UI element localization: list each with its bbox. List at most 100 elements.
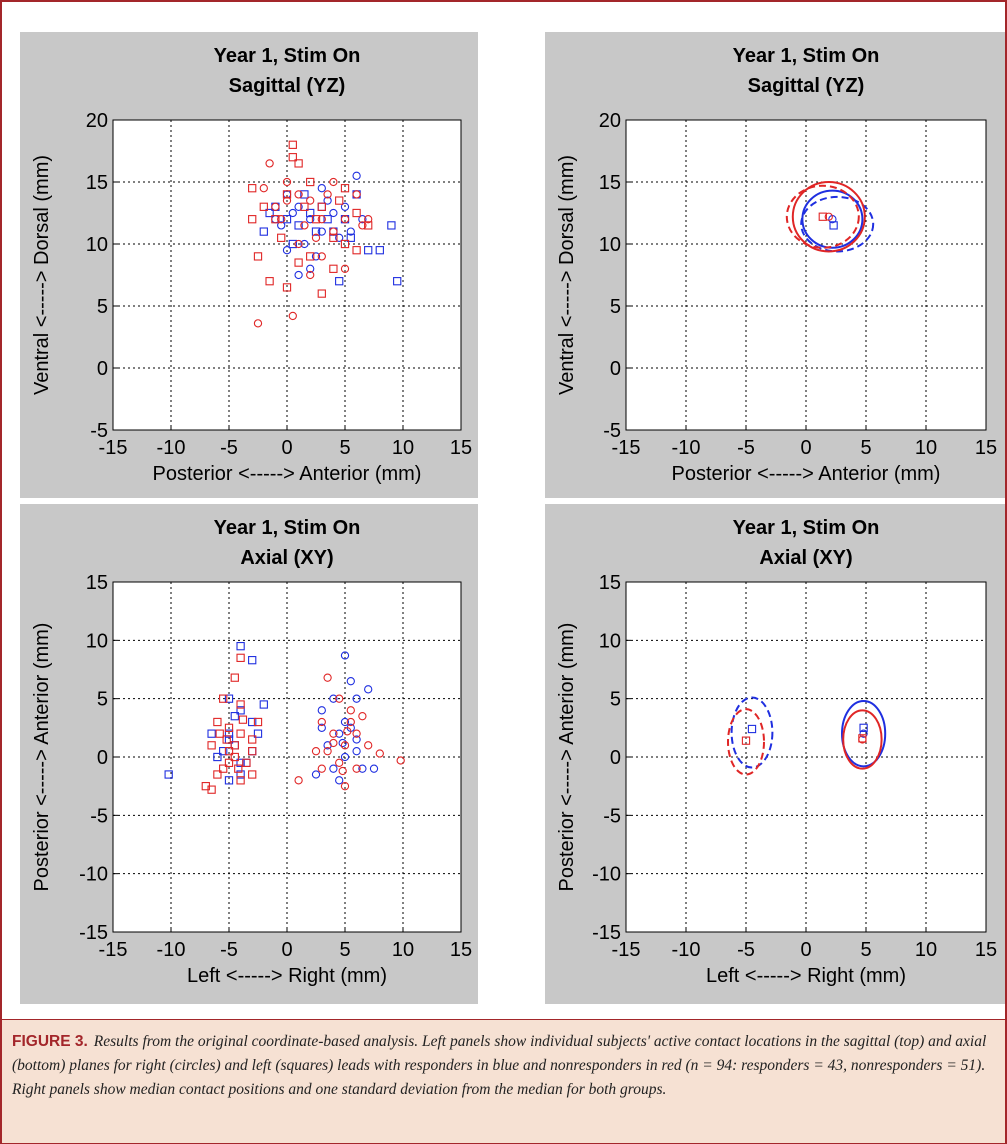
y-axis-label: Posterior <-----> Anterior (mm) — [31, 623, 53, 892]
y-tick-label: -10 — [79, 864, 108, 886]
data-point-responders-right — [352, 171, 361, 180]
data-point-responders-right — [323, 196, 332, 205]
data-point-responders-left — [300, 190, 309, 199]
x-tick-label: 5 — [339, 437, 350, 459]
y-tick-label: 0 — [97, 358, 108, 380]
x-tick-label: -15 — [99, 939, 128, 961]
median-nonresponders-left — [818, 212, 827, 221]
data-point-nonresponders-left — [282, 190, 292, 199]
x-tick-label: -5 — [220, 939, 238, 961]
y-tick-label: 5 — [97, 689, 108, 711]
data-point-nonresponders-left — [340, 239, 350, 249]
data-point-responders-left — [164, 770, 173, 779]
y-tick-label: 5 — [97, 296, 108, 318]
y-tick-label: 10 — [599, 234, 621, 256]
data-point-responders-right — [346, 677, 355, 686]
data-point-nonresponders-left — [248, 215, 257, 224]
x-axis-label: Left <-----> Right (mm) — [706, 965, 906, 987]
x-tick-label: 5 — [339, 939, 350, 961]
data-point-nonresponders-left — [277, 233, 286, 242]
data-point-nonresponders-right — [317, 764, 326, 773]
data-point-responders-left — [259, 700, 268, 709]
data-point-nonresponders-left — [213, 770, 222, 779]
data-point-responders-right — [340, 202, 350, 211]
data-point-responders-left — [288, 239, 297, 249]
x-tick-label: 0 — [281, 437, 292, 459]
data-point-nonresponders-right — [338, 766, 347, 776]
data-point-nonresponders-right — [300, 221, 309, 230]
chart-title: Axial (XY) — [759, 547, 852, 569]
data-point-responders-left — [219, 747, 228, 756]
data-point-nonresponders-right — [294, 776, 303, 785]
data-point-responders-right — [329, 694, 338, 703]
data-point-responders-left — [306, 208, 315, 218]
data-point-nonresponders-left — [306, 252, 315, 261]
x-tick-label: -10 — [157, 939, 186, 961]
y-tick-label: -5 — [603, 420, 621, 442]
data-point-nonresponders-left — [230, 752, 239, 762]
y-axis-label: Ventral <-----> Dorsal (mm) — [556, 155, 578, 395]
x-tick-label: -15 — [612, 939, 641, 961]
data-point-nonresponders-right — [271, 202, 280, 211]
caption-text: Results from the original coordinate-bas… — [12, 1033, 987, 1098]
y-axis-label: Posterior <-----> Anterior (mm) — [556, 623, 578, 892]
y-tick-label: -5 — [90, 805, 108, 827]
data-point-responders-left — [230, 712, 239, 721]
y-tick-label: -10 — [592, 864, 621, 886]
plot-marks — [785, 181, 875, 253]
data-point-responders-left — [335, 277, 344, 286]
data-point-nonresponders-right — [343, 727, 352, 736]
y-tick-label: -5 — [90, 420, 108, 442]
y-tick-label: 20 — [599, 110, 621, 132]
data-point-nonresponders-right — [294, 190, 303, 199]
chart-svg: Year 1, Stim On Sagittal (YZ) -15 -10 -5 0 5 10… — [556, 45, 997, 485]
data-point-nonresponders-right — [288, 311, 297, 321]
median-responders-right — [859, 723, 868, 732]
data-point-responders-right — [352, 747, 361, 756]
x-tick-label: 5 — [860, 437, 871, 459]
x-axis-label: Posterior <-----> Anterior (mm) — [672, 463, 941, 485]
data-point-nonresponders-left — [294, 258, 303, 267]
data-point-nonresponders-left — [222, 735, 231, 744]
data-point-nonresponders-right — [323, 747, 332, 756]
data-point-responders-right — [294, 270, 303, 280]
data-point-nonresponders-right — [346, 717, 355, 727]
data-point-responders-right — [335, 776, 344, 785]
data-point-nonresponders-right — [282, 196, 292, 205]
data-point-responders-left — [224, 729, 234, 738]
y-tick-label: 15 — [86, 572, 108, 594]
data-point-nonresponders-right — [323, 190, 332, 199]
data-point-nonresponders-left — [215, 729, 224, 738]
data-point-responders-left — [207, 729, 216, 738]
data-point-responders-left — [224, 694, 234, 703]
sd-ellipse-nonresponders-right — [791, 181, 866, 253]
median-nonresponders-right — [824, 212, 833, 221]
y-tick-label: 0 — [610, 747, 621, 769]
data-point-nonresponders-right — [335, 758, 344, 767]
x-tick-label: -5 — [220, 437, 238, 459]
x-tick-label: -10 — [672, 939, 701, 961]
data-point-nonresponders-left — [352, 246, 361, 255]
x-tick-label: -10 — [157, 437, 186, 459]
data-point-nonresponders-left — [248, 735, 257, 744]
data-point-nonresponders-left — [288, 153, 297, 162]
data-point-nonresponders-right — [340, 215, 350, 224]
data-point-nonresponders-right — [311, 747, 321, 756]
data-point-responders-right — [300, 239, 309, 249]
data-point-responders-right — [329, 208, 338, 218]
data-point-nonresponders-left — [236, 700, 245, 709]
data-point-responders-right — [317, 706, 326, 715]
data-point-responders-left — [393, 277, 402, 286]
data-point-nonresponders-right — [346, 706, 355, 715]
chart-title: Sagittal (YZ) — [229, 75, 346, 97]
data-point-responders-right — [311, 252, 321, 261]
y-tick-label: -5 — [603, 805, 621, 827]
data-point-responders-right — [346, 227, 355, 236]
x-tick-label: 0 — [281, 939, 292, 961]
data-point-nonresponders-left — [335, 196, 344, 205]
data-point-responders-left — [236, 706, 245, 715]
data-point-nonresponders-left — [253, 717, 263, 727]
data-point-nonresponders-left — [306, 177, 315, 187]
data-point-responders-left — [213, 752, 222, 762]
chart-svg: Year 1, Stim On Sagittal (YZ) -15 -10 -5 0 5 10… — [31, 45, 472, 485]
